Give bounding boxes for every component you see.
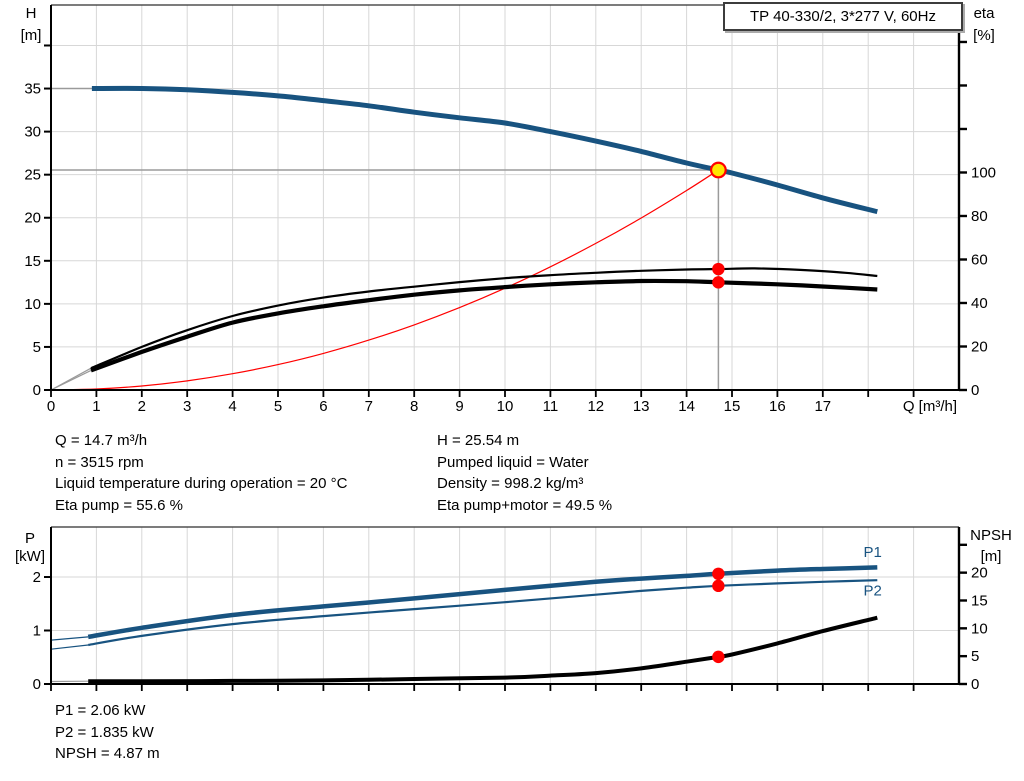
system-curve [50, 169, 719, 391]
eta-pump-curve [90, 267, 878, 370]
x-tick-label: 0 [47, 398, 55, 415]
info-line-p1: P1 = 2.06 kW [55, 702, 146, 719]
x-tick-label: 8 [410, 398, 418, 415]
y-left-tick-label: 5 [33, 339, 41, 356]
info-block-mid-right: H = 25.54 m Pumped liquid = Water Densit… [437, 430, 612, 517]
p1-point [712, 567, 725, 581]
y-left-tick-label: 0 [33, 676, 41, 693]
info-line-density: Density = 998.2 kg/m³ [437, 475, 584, 493]
p2-curve-label: P2 [864, 582, 882, 599]
p2-curve [88, 579, 878, 647]
info-line-head: H = 25.54 m [437, 432, 520, 449]
info-line-q: Q = 14.7 m³/h [55, 432, 148, 449]
x-tick-label: 6 [319, 398, 327, 415]
x-tick-label: 14 [678, 398, 695, 415]
y-left-tick-label: 0 [33, 382, 41, 399]
y-right-axis-title: NPSH [970, 527, 1012, 544]
x-tick-label: 10 [497, 398, 514, 415]
info-block-mid-left: Q = 14.7 m³/h n = 3515 rpm Liquid temper… [55, 430, 347, 517]
x-tick-label: 17 [814, 398, 831, 415]
y-left-tick-label: 30 [24, 124, 41, 141]
p1-curve-label: P1 [864, 544, 882, 561]
npsh-curve [88, 615, 878, 684]
x-tick-label: 4 [228, 398, 236, 415]
x-axis-title: Q [m³/h] [903, 398, 957, 415]
p2-point [712, 579, 725, 593]
eta-pump-motor-leadin [50, 369, 92, 391]
head-curve [91, 85, 878, 215]
info-line-eta-pump-motor: Eta pump+motor = 49.5 % [437, 497, 613, 515]
y-left-tick-label: 1 [33, 623, 41, 640]
x-tick-label: 3 [183, 398, 191, 415]
x-tick-label: 16 [769, 398, 786, 415]
x-tick-label: 11 [543, 398, 559, 415]
y-right-tick-label: 20 [971, 338, 988, 355]
y-right-tick-label: 60 [971, 251, 988, 268]
y-right-tick-label: 40 [971, 295, 988, 312]
y-right-tick-label: 0 [971, 382, 979, 399]
y-right-tick-label: 15 [971, 592, 988, 609]
y-right-axis-title: eta [974, 5, 996, 22]
y-left-tick-label: 35 [24, 81, 41, 98]
y-left-axis-title: P [25, 530, 35, 547]
y-left-tick-label: 15 [24, 253, 41, 270]
x-tick-label: 5 [274, 398, 282, 415]
x-tick-label: 13 [633, 398, 650, 415]
y-left-tick-label: 25 [24, 167, 41, 184]
y-right-tick-label: 5 [971, 648, 979, 665]
info-line-pumped-liquid: Pumped liquid = Water [437, 453, 589, 471]
y-left-axis-title: [m] [21, 27, 42, 44]
info-line-speed: n = 3515 rpm [55, 453, 144, 471]
y-left-tick-label: 10 [24, 296, 41, 313]
x-tick-label: 9 [455, 398, 463, 415]
eta-pump-motor-point [712, 276, 725, 289]
x-tick-label: 2 [138, 398, 146, 415]
y-right-axis-title: [m] [981, 548, 1002, 565]
x-tick-label: 15 [724, 398, 741, 415]
y-right-tick-label: 100 [971, 164, 996, 181]
p1-curve-leadin [50, 636, 89, 641]
info-block-bottom: P1 = 2.06 kW P2 = 1.835 kW NPSH = 4.87 m [55, 700, 160, 765]
y-left-tick-label: 20 [24, 210, 41, 227]
npsh-point [712, 650, 725, 664]
eta-pump-motor-curve [90, 278, 878, 373]
x-tick-label: 12 [587, 398, 604, 415]
y-right-axis-title: [%] [973, 27, 995, 44]
p2-curve-leadin [50, 644, 89, 650]
x-tick-label: 1 [92, 398, 100, 415]
y-left-axis-title: H [26, 5, 37, 22]
pump-title-text: TP 40-330/2, 3*277 V, 60Hz [750, 8, 936, 25]
eta-pump-point [712, 262, 725, 276]
info-line-eta-pump: Eta pump = 55.6 % [55, 497, 183, 515]
duty-point [709, 161, 727, 179]
pump-title-box: TP 40-330/2, 3*277 V, 60Hz [723, 2, 963, 31]
y-right-tick-label: 80 [971, 208, 988, 225]
head-efficiency-chart: 0 1 2 3 4 5 6 7 8 9 10 11 12 13 14 15 16 17 Q [m³/h]051015… [21, 4, 996, 415]
p1-curve [87, 565, 878, 640]
info-line-p2: P2 = 1.835 kW [55, 723, 154, 741]
y-right-tick-label: 10 [971, 620, 988, 637]
y-left-axis-title: [kW] [15, 548, 45, 565]
y-right-tick-label: 20 [971, 565, 988, 582]
x-tick-label: 7 [365, 398, 373, 415]
y-left-tick-label: 2 [33, 569, 41, 586]
y-right-tick-label: 0 [971, 676, 979, 693]
info-line-npsh: NPSH = 4.87 m [55, 745, 160, 763]
info-line-liquid-temp: Liquid temperature during operation = 20… [55, 475, 348, 493]
